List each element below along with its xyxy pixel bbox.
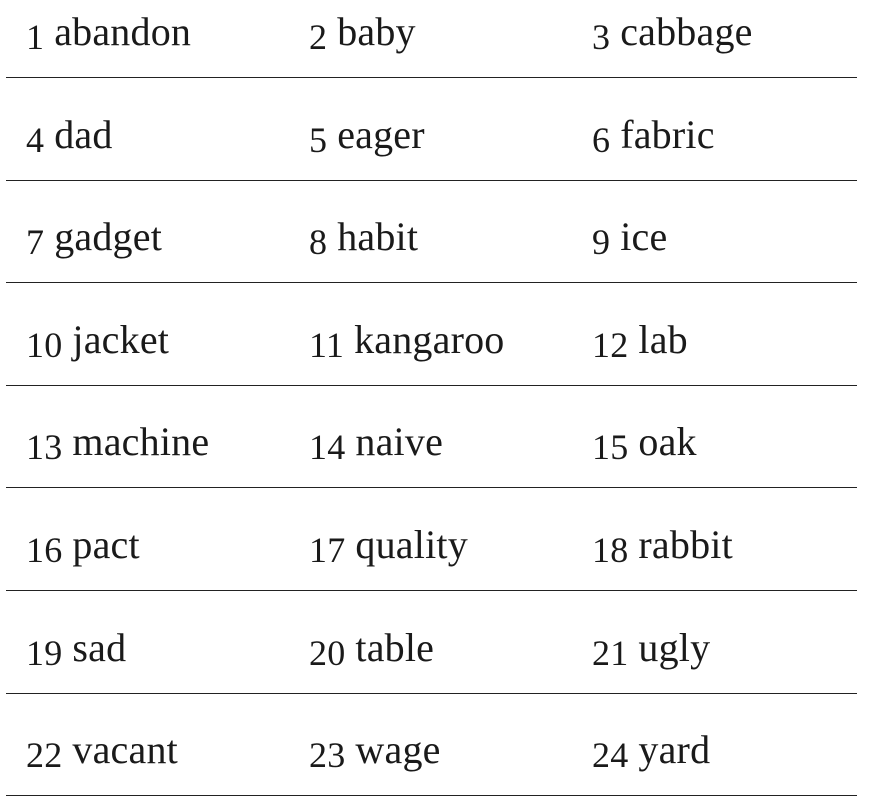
word-cell: 21 ugly [592, 624, 711, 673]
word-cell: 14 naive [309, 419, 444, 468]
word-number: 16 [26, 529, 63, 570]
word-number: 24 [592, 735, 629, 776]
word-number: 4 [26, 119, 45, 160]
word-text: pact [72, 521, 140, 567]
word-number: 2 [309, 17, 328, 57]
word-text: machine [72, 419, 210, 465]
word-text: dad [54, 111, 113, 157]
word-number: 9 [592, 222, 611, 263]
word-cell: 23 wage [309, 727, 441, 776]
word-number: 8 [309, 222, 328, 263]
word-number: 11 [309, 324, 345, 365]
word-cell: 9 ice [592, 214, 668, 263]
word-text: vacant [72, 727, 178, 773]
word-number: 3 [592, 17, 611, 57]
word-cell: 24 yard [592, 727, 711, 776]
word-cell: 5 eager [309, 111, 425, 160]
word-text: rabbit [638, 521, 733, 567]
word-cell: 20 table [309, 624, 435, 673]
word-number: 21 [592, 632, 629, 673]
word-number: 7 [26, 222, 45, 263]
word-number: 20 [309, 632, 346, 673]
word-number: 17 [309, 529, 346, 570]
table-row: 16 pact 17 quality 18 rabbit [6, 488, 857, 591]
table-row: 10 jacket 11 kangaroo 12 lab [6, 283, 857, 386]
table-row: 1 abandon 2 baby 3 cabbage [6, 0, 857, 78]
word-cell: 17 quality [309, 521, 468, 570]
word-number: 10 [26, 324, 63, 365]
word-text: eager [337, 111, 425, 157]
table-row: 4 dad 5 eager 6 fabric [6, 78, 857, 181]
word-cell: 12 lab [592, 316, 688, 365]
table-row: 7 gadget 8 habit 9 ice [6, 181, 857, 284]
word-text: yard [638, 727, 711, 773]
word-text: oak [638, 419, 697, 465]
word-number: 15 [592, 427, 629, 468]
word-cell: 16 pact [26, 521, 140, 570]
word-text: habit [337, 214, 419, 260]
word-number: 14 [309, 427, 346, 468]
word-text: table [355, 624, 435, 670]
word-text: wage [355, 727, 441, 773]
word-cell: 15 oak [592, 419, 697, 468]
word-text: jacket [72, 316, 170, 362]
word-cell: 19 sad [26, 624, 127, 673]
word-cell: 18 rabbit [592, 521, 733, 570]
word-number: 5 [309, 119, 328, 160]
word-cell: 10 jacket [26, 316, 170, 365]
word-text: baby [337, 9, 416, 54]
word-text: ice [620, 214, 668, 260]
table-row: 19 sad 20 table 21 ugly [6, 591, 857, 694]
word-cell: 6 fabric [592, 111, 715, 160]
word-text: lab [638, 316, 688, 362]
word-number: 6 [592, 119, 611, 160]
word-text: fabric [620, 111, 715, 157]
word-number: 23 [309, 735, 346, 776]
word-cell: 3 cabbage [592, 9, 753, 57]
word-text: abandon [54, 9, 192, 54]
word-text: ugly [638, 624, 711, 670]
word-text: quality [355, 521, 468, 567]
word-cell: 4 dad [26, 111, 113, 160]
table-row: 13 machine 14 naive 15 oak [6, 386, 857, 489]
word-cell: 2 baby [309, 9, 416, 57]
word-cell: 22 vacant [26, 727, 178, 776]
word-cell: 11 kangaroo [309, 316, 505, 365]
word-text: cabbage [620, 9, 753, 54]
word-number: 22 [26, 735, 63, 776]
word-text: gadget [54, 214, 163, 260]
word-number: 1 [26, 17, 45, 57]
word-cell: 8 habit [309, 214, 419, 263]
recovery-phrase-table: 1 abandon 2 baby 3 cabbage 4 dad 5 eager 6 fab… [6, 0, 857, 797]
word-number: 18 [592, 529, 629, 570]
word-number: 19 [26, 632, 63, 673]
word-text: kangaroo [354, 316, 505, 362]
word-text: sad [72, 624, 127, 670]
table-row: 22 vacant 23 wage 24 yard [6, 694, 857, 797]
word-cell: 1 abandon [26, 9, 192, 57]
word-text: naive [355, 419, 444, 465]
word-number: 13 [26, 427, 63, 468]
word-cell: 7 gadget [26, 214, 163, 263]
word-number: 12 [592, 324, 629, 365]
word-cell: 13 machine [26, 419, 210, 468]
